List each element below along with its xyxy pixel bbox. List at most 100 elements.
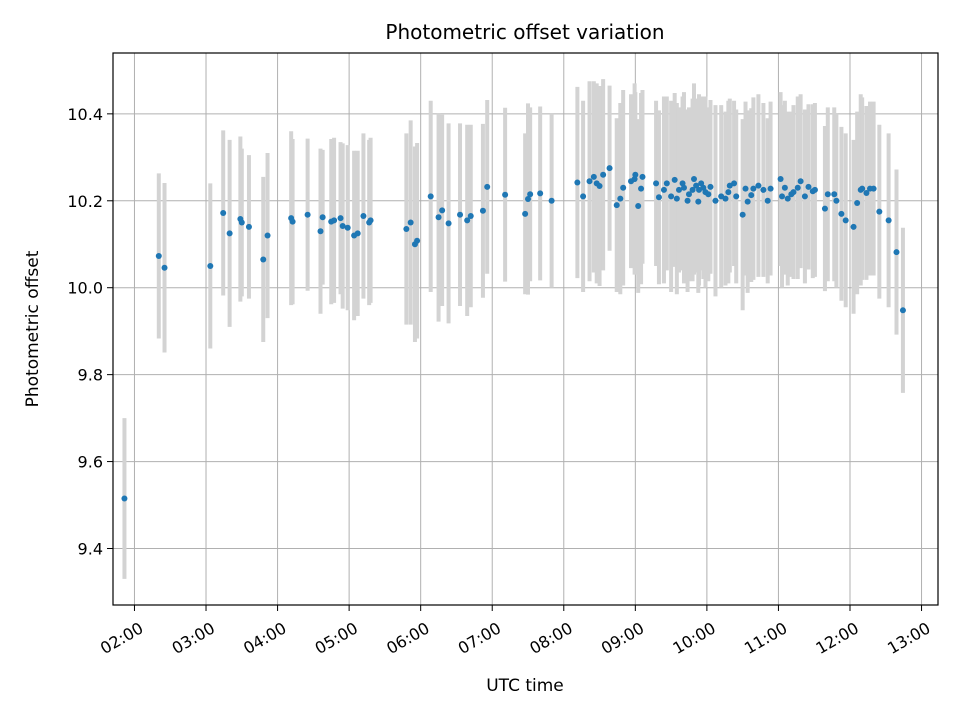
y-tick-label: 10.2 <box>67 192 103 211</box>
data-point <box>863 189 870 196</box>
data-point <box>632 171 639 178</box>
x-axis-label: UTC time <box>486 676 564 696</box>
data-point <box>635 202 642 209</box>
data-point <box>876 208 883 215</box>
data-point <box>755 182 762 189</box>
data-point <box>617 195 624 202</box>
data-point <box>760 186 767 193</box>
data-point <box>260 256 267 263</box>
data-point <box>870 185 877 192</box>
data-point <box>742 185 749 192</box>
data-point <box>691 176 698 183</box>
data-point <box>821 205 828 212</box>
y-tick-label: 9.8 <box>78 366 103 385</box>
data-point <box>685 191 692 198</box>
data-point <box>680 184 687 191</box>
data-point <box>660 186 667 193</box>
data-point <box>811 186 818 193</box>
data-point <box>337 215 344 222</box>
data-point <box>289 218 296 225</box>
data-point <box>525 196 532 203</box>
data-point <box>797 178 804 185</box>
data-point <box>653 180 660 187</box>
chart-title: Photometric offset variation <box>385 20 664 44</box>
data-point <box>522 210 529 217</box>
data-point <box>317 228 324 235</box>
data-point <box>226 230 233 237</box>
data-point <box>467 212 474 219</box>
data-point <box>319 214 326 221</box>
data-point <box>777 176 784 183</box>
data-point <box>457 211 464 218</box>
data-point <box>794 184 801 191</box>
data-point <box>767 185 774 192</box>
data-point <box>414 237 421 244</box>
data-point <box>779 193 786 200</box>
data-point <box>121 495 128 502</box>
data-point <box>354 230 361 237</box>
data-point <box>833 197 840 204</box>
y-tick-label: 10.0 <box>67 279 103 298</box>
data-point <box>842 217 849 224</box>
data-point <box>427 193 434 200</box>
data-point <box>684 197 691 204</box>
data-point <box>854 199 861 206</box>
data-point <box>613 202 620 209</box>
data-point <box>712 197 719 204</box>
data-point <box>885 217 892 224</box>
data-point <box>899 307 906 314</box>
data-point <box>722 195 729 202</box>
data-point <box>360 212 367 219</box>
y-tick-label: 9.6 <box>78 453 103 472</box>
data-point <box>695 198 702 205</box>
data-point <box>673 195 680 202</box>
data-point <box>859 185 866 192</box>
data-point <box>502 191 509 198</box>
data-point <box>689 186 696 193</box>
data-point <box>596 183 603 190</box>
data-point <box>824 191 831 198</box>
data-point <box>801 193 808 200</box>
data-point <box>407 219 414 226</box>
y-axis-label: Photometric offset <box>23 250 43 407</box>
data-point <box>744 198 751 205</box>
data-point <box>590 173 597 180</box>
data-point <box>739 211 746 218</box>
data-point <box>600 171 607 178</box>
data-point <box>620 184 627 191</box>
data-point <box>479 207 486 214</box>
data-point <box>403 226 410 233</box>
data-point <box>764 197 771 204</box>
data-point <box>668 193 675 200</box>
data-point <box>838 210 845 217</box>
data-point <box>748 192 755 199</box>
data-point <box>245 223 252 230</box>
plot-frame <box>112 52 939 606</box>
data-point <box>639 173 646 180</box>
data-point <box>750 185 757 192</box>
data-point <box>220 209 227 216</box>
data-point <box>893 249 900 256</box>
data-point <box>574 179 581 186</box>
data-point <box>445 220 452 227</box>
data-point <box>733 193 740 200</box>
data-point <box>537 190 544 197</box>
data-point <box>638 185 645 192</box>
y-tick-label: 9.4 <box>78 539 103 558</box>
data-point <box>238 219 245 226</box>
data-point <box>527 191 534 198</box>
data-point <box>155 252 162 259</box>
data-point <box>484 183 491 190</box>
data-point <box>705 191 712 198</box>
data-point <box>331 217 338 224</box>
data-point <box>435 214 442 221</box>
data-point <box>831 191 838 198</box>
data-point <box>339 222 346 229</box>
data-point <box>790 189 797 196</box>
data-point <box>548 197 555 204</box>
data-point <box>655 194 662 201</box>
data-point <box>675 186 682 193</box>
data-point <box>850 223 857 230</box>
data-points <box>121 165 906 502</box>
